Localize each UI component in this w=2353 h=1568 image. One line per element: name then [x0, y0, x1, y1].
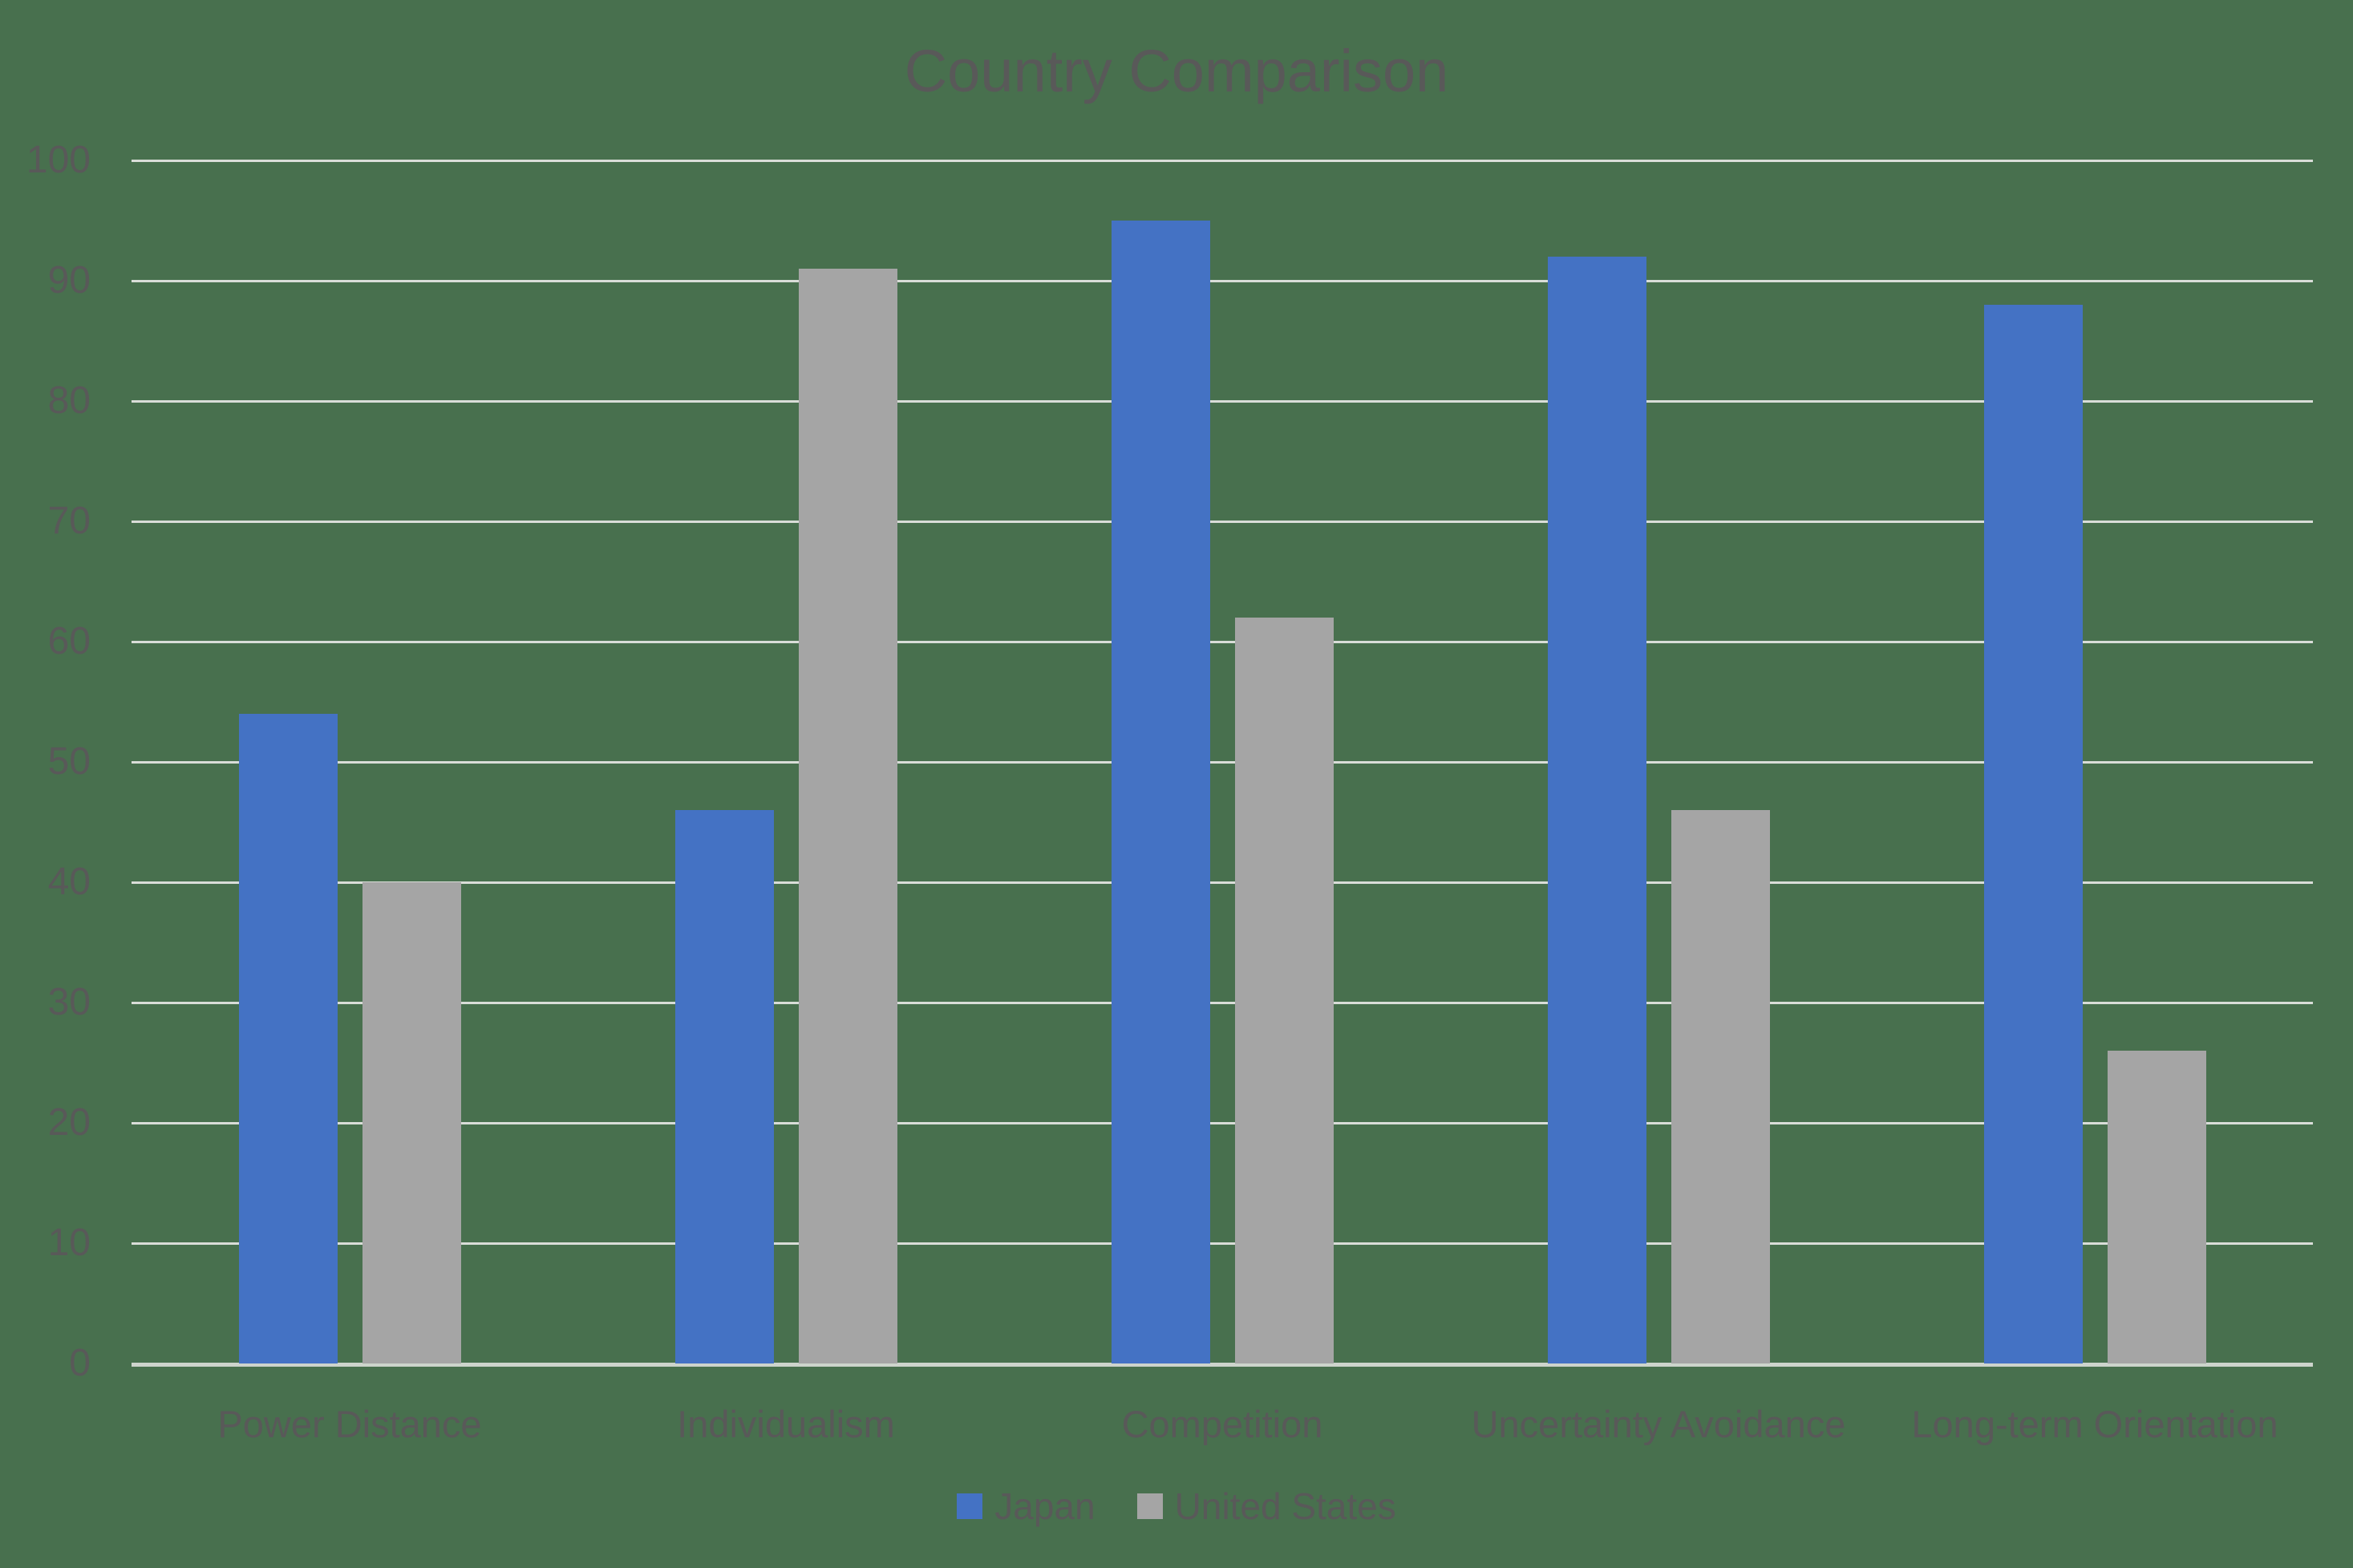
gridline-20 [132, 1121, 2313, 1124]
gridline-50 [132, 760, 2313, 764]
gridline-60 [132, 640, 2313, 643]
gridline-70 [132, 520, 2313, 523]
bar-group-uncertainty-avoidance [1440, 160, 1877, 1363]
y-axis-label-90: 90 [47, 259, 91, 302]
gridline-80 [132, 399, 2313, 403]
gridline-90 [132, 279, 2313, 282]
bar-united-states-individualism [798, 269, 897, 1363]
legend: Japan United States [0, 1488, 2353, 1525]
bar-japan-competition [1111, 221, 1210, 1363]
bar-united-states-uncertainty-avoidance [1671, 810, 1770, 1363]
gridline-100 [132, 159, 2313, 162]
bar-japan-individualism [674, 810, 774, 1363]
bar-japan-long-term-orientation [1983, 305, 2083, 1363]
legend-swatch-icon-united-states [1136, 1493, 1163, 1519]
x-axis-line [132, 1363, 2313, 1367]
x-axis-label-long-term-orientation: Long-term Orientation [1911, 1403, 2278, 1445]
y-axis-label-100: 100 [26, 139, 91, 181]
bar-japan-power-distance [238, 714, 338, 1363]
bar-group-long-term-orientation [1877, 160, 2313, 1363]
bar-united-states-long-term-orientation [2107, 1051, 2206, 1363]
bar-group-individualism [568, 160, 1004, 1363]
gridline-30 [132, 1001, 2313, 1004]
gridline-40 [132, 881, 2313, 884]
legend-label-united-states: United States [1174, 1485, 1396, 1527]
y-axis-label-70: 70 [47, 500, 91, 542]
y-axis-label-40: 40 [47, 861, 91, 903]
y-axis-label-0: 0 [69, 1342, 91, 1384]
legend-swatch-icon-japan [957, 1493, 983, 1519]
legend-label-japan: Japan [994, 1485, 1096, 1527]
y-axis-label-50: 50 [47, 740, 91, 783]
y-axis-label-60: 60 [47, 620, 91, 662]
x-axis-label-power-distance: Power Distance [217, 1403, 482, 1445]
bar-group-competition [1004, 160, 1440, 1363]
x-axis-label-uncertainty-avoidance: Uncertainty Avoidance [1471, 1403, 1846, 1445]
legend-item-japan: Japan [957, 1485, 1096, 1527]
legend-item-united-states: United States [1136, 1485, 1396, 1527]
x-axis-label-individualism: Individualism [677, 1403, 895, 1445]
bar-japan-uncertainty-avoidance [1547, 257, 1646, 1363]
y-axis-label-80: 80 [47, 379, 91, 422]
chart-title: Country Comparison [904, 38, 1449, 104]
bar-united-states-competition [1234, 618, 1334, 1363]
bar-united-states-power-distance [362, 882, 461, 1363]
y-axis-label-10: 10 [47, 1222, 91, 1264]
x-axis-label-competition: Competition [1121, 1403, 1323, 1445]
y-axis-label-30: 30 [47, 981, 91, 1023]
bar-group-power-distance [132, 160, 568, 1363]
gridline-10 [132, 1242, 2313, 1245]
y-axis-label-20: 20 [47, 1101, 91, 1144]
